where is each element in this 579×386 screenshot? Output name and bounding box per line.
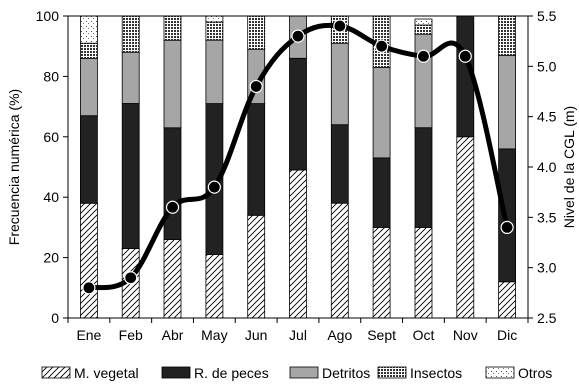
bar-segment [498, 15, 517, 56]
x-tick-label: Dic [497, 327, 517, 343]
x-tick-label: May [201, 327, 227, 343]
legend-swatch [161, 366, 191, 379]
bar-segment [372, 66, 391, 159]
legend-swatch [41, 366, 71, 379]
bar-segment [163, 127, 182, 240]
y2-tick-label: 3.5 [537, 209, 557, 225]
bar-segment [414, 33, 433, 129]
y2-tick-label: 5.0 [537, 58, 557, 74]
level-point [124, 271, 138, 285]
bar-segment [205, 254, 224, 319]
legend-swatch [377, 366, 407, 379]
bar-segment [498, 281, 517, 319]
y-axis-label: Frecuencia numérica (%) [6, 89, 22, 245]
y2-tick-label: 3.0 [537, 260, 557, 276]
bar-segment [414, 226, 433, 319]
level-point [375, 39, 389, 53]
y-tick-label: 20 [43, 250, 59, 266]
x-tick-label: Abr [162, 327, 184, 343]
bar-segment [414, 18, 433, 26]
bar-segment [456, 136, 475, 319]
axes-layer: 0 20 40 60 80 100 2.5 3.0 3.5 4.0 4.5 5.0 5.5 Ene Feb A… [6, 8, 577, 343]
x-tick-label: Oct [413, 327, 435, 343]
x-tick-label: Nov [453, 327, 478, 343]
legend-swatch [485, 366, 515, 379]
level-point [416, 49, 431, 63]
bar-segment [80, 115, 98, 204]
legend-label: Insectos [410, 365, 462, 381]
x-tick-label: Feb [119, 327, 143, 343]
legend: M. vegetal R. de peces Detritos Insectos Otr… [41, 365, 552, 381]
y2-tick-label: 4.5 [537, 109, 557, 125]
bar-segment [289, 57, 307, 171]
bar-segment [289, 169, 307, 319]
bar-segment [205, 21, 224, 41]
level-point [333, 19, 347, 33]
legend-label: Detritos [322, 365, 370, 381]
bars-layer [80, 15, 517, 319]
x-tick-label: Ene [76, 327, 101, 343]
bar-segment [80, 42, 98, 59]
level-point [291, 29, 305, 43]
bar-segment [121, 51, 140, 104]
x-tick-label: Sept [367, 327, 396, 343]
bar-segment [372, 226, 391, 319]
level-point [458, 49, 472, 63]
bar-segment [80, 202, 98, 319]
level-point [165, 200, 180, 214]
bar-segment [163, 39, 182, 129]
y2-tick-label: 4.0 [537, 159, 557, 175]
bar-segment [330, 42, 349, 126]
bar-segment [80, 15, 98, 44]
bar-segment [498, 148, 517, 283]
bar-segment [121, 15, 140, 53]
y2-tick-label: 5.5 [537, 8, 557, 24]
level-point [500, 220, 514, 234]
level-point [207, 180, 221, 194]
bar-segment [205, 15, 224, 23]
x-tick-label: Ago [327, 327, 352, 343]
bar-segment [80, 57, 98, 117]
bar-segment [121, 103, 140, 249]
y-tick-label: 100 [36, 8, 60, 24]
bar-segment [330, 124, 349, 204]
bar-segment [163, 239, 182, 319]
bar-segment [163, 15, 182, 41]
y-tick-label: 0 [51, 310, 59, 326]
bar-segment [247, 214, 266, 319]
y-tick-label: 40 [43, 189, 59, 205]
bar-segment [498, 54, 517, 150]
bar-segment [414, 127, 433, 228]
bar-segment [247, 103, 266, 216]
y-tick-label: 80 [43, 68, 59, 84]
bar-segment [414, 24, 433, 35]
bar-segment [330, 202, 349, 319]
y2-axis-label: Nivel de la CGL (m) [561, 106, 577, 228]
legend-label: M. vegetal [74, 365, 139, 381]
level-point [82, 281, 96, 295]
bar-segment [205, 39, 224, 105]
level-point [249, 79, 263, 94]
x-tick-label: Jul [289, 327, 307, 343]
level-line-layer [82, 19, 514, 295]
x-tick-label: Jun [245, 327, 268, 343]
bar-segment [372, 157, 391, 228]
legend-label: R. de peces [194, 365, 269, 381]
y2-tick-label: 2.5 [537, 310, 557, 326]
y-tick-label: 60 [43, 129, 59, 145]
bar-segment [247, 15, 266, 50]
legend-swatch [289, 366, 319, 379]
legend-label: Otros [518, 365, 552, 381]
